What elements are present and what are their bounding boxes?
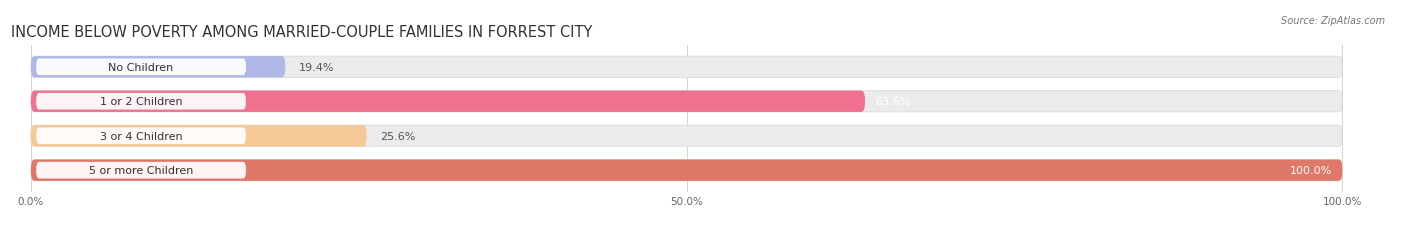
FancyBboxPatch shape bbox=[31, 160, 1343, 181]
Text: 3 or 4 Children: 3 or 4 Children bbox=[100, 131, 183, 141]
FancyBboxPatch shape bbox=[31, 57, 1343, 78]
Text: 5 or more Children: 5 or more Children bbox=[89, 165, 193, 175]
FancyBboxPatch shape bbox=[37, 128, 246, 144]
Text: Source: ZipAtlas.com: Source: ZipAtlas.com bbox=[1281, 16, 1385, 26]
Text: 25.6%: 25.6% bbox=[380, 131, 415, 141]
FancyBboxPatch shape bbox=[31, 57, 285, 78]
FancyBboxPatch shape bbox=[37, 59, 246, 76]
Text: 63.6%: 63.6% bbox=[876, 97, 911, 107]
FancyBboxPatch shape bbox=[31, 91, 1343, 112]
Text: No Children: No Children bbox=[108, 63, 174, 73]
Text: 1 or 2 Children: 1 or 2 Children bbox=[100, 97, 183, 107]
FancyBboxPatch shape bbox=[37, 162, 246, 179]
Text: 19.4%: 19.4% bbox=[298, 63, 335, 73]
Text: 100.0%: 100.0% bbox=[1289, 165, 1331, 175]
FancyBboxPatch shape bbox=[37, 94, 246, 110]
FancyBboxPatch shape bbox=[31, 125, 367, 147]
FancyBboxPatch shape bbox=[31, 125, 1343, 147]
FancyBboxPatch shape bbox=[31, 160, 1343, 181]
Text: INCOME BELOW POVERTY AMONG MARRIED-COUPLE FAMILIES IN FORREST CITY: INCOME BELOW POVERTY AMONG MARRIED-COUPL… bbox=[11, 24, 592, 40]
FancyBboxPatch shape bbox=[31, 91, 865, 112]
